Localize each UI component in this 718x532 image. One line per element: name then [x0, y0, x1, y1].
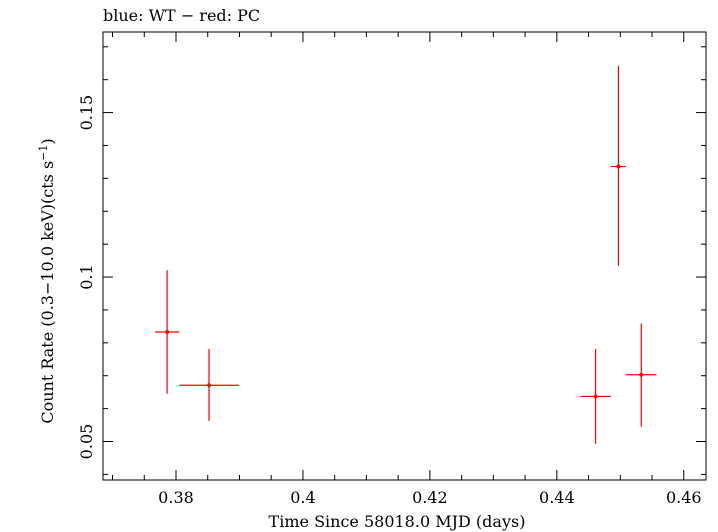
y-axis-label-exponent: −1: [37, 145, 50, 161]
plot-frame: [102, 31, 707, 481]
data-marker: [165, 329, 170, 334]
chart-title: blue: WT − red: PC: [103, 6, 260, 25]
x-tick-label: 0.42: [412, 488, 448, 507]
data-point-pc: [610, 65, 627, 266]
data-point-pc: [626, 323, 657, 427]
y-axis-label-tail: ): [38, 138, 57, 144]
x-tick-label: 0.4: [290, 488, 315, 507]
y-axis-label-main: Count Rate (0.3−10.0 keV)(cts s: [38, 161, 57, 424]
data-marker: [639, 372, 644, 377]
data-marker: [207, 383, 212, 388]
x-tick-label: 0.44: [539, 488, 575, 507]
x-tick-label: 0.38: [158, 488, 194, 507]
data-point-pc: [155, 270, 180, 394]
data-point-pc: [179, 349, 239, 421]
y-tick-label: 0.05: [77, 424, 96, 460]
data-marker: [616, 164, 621, 169]
x-axis-label: Time Since 58018.0 MJD (days): [269, 512, 526, 531]
y-tick-label: 0.1: [77, 264, 96, 289]
x-tick-label: 0.46: [666, 488, 702, 507]
data-points: [155, 65, 657, 444]
axis-ticks: 0.38 0.4 0.42 0.44 0.46 0.05 0.1 0.15: [77, 32, 706, 507]
y-axis-label: Count Rate (0.3−10.0 keV)(cts s−1): [37, 138, 57, 423]
y-tick-label: 0.15: [77, 95, 96, 131]
data-marker: [593, 394, 598, 399]
data-point-pc: [580, 349, 611, 444]
